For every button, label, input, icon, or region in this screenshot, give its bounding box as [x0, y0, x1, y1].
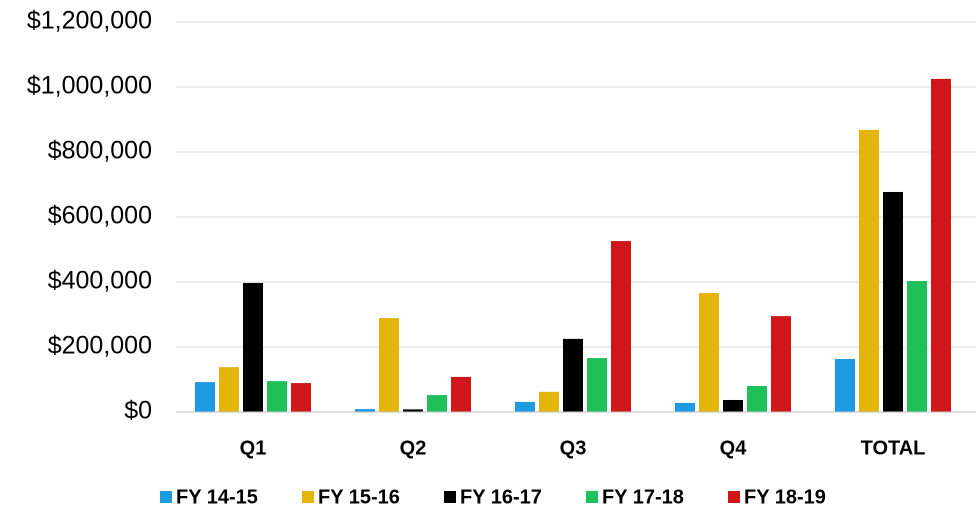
- bar: [747, 386, 767, 412]
- legend-label: FY 18-19: [744, 486, 826, 508]
- y-tick-label: $600,000: [48, 202, 152, 230]
- legend-swatch: [586, 491, 598, 503]
- y-tick-label: $1,000,000: [27, 72, 152, 100]
- legend-label: FY 15-16: [318, 486, 400, 508]
- y-tick-label: $400,000: [48, 267, 152, 295]
- bar: [771, 316, 791, 412]
- bar: [723, 399, 743, 412]
- x-tick-label: Q2: [400, 437, 427, 459]
- bar: [931, 78, 951, 412]
- legend-label: FY 16-17: [460, 486, 542, 508]
- bar: [835, 359, 855, 412]
- y-tick-label: $1,200,000: [27, 7, 152, 35]
- bar: [675, 402, 695, 412]
- bar: [907, 281, 927, 412]
- bar: [427, 395, 447, 412]
- legend-label: FY 14-15: [176, 486, 258, 508]
- bar: [699, 293, 719, 412]
- legend-swatch: [444, 491, 456, 503]
- bar: [515, 401, 535, 412]
- bar: [451, 376, 471, 412]
- bar: [379, 318, 399, 412]
- legend-swatch: [160, 491, 172, 503]
- bar: [539, 391, 559, 412]
- bar: [883, 191, 903, 412]
- y-tick-label: $200,000: [48, 332, 152, 360]
- legend-swatch: [302, 491, 314, 503]
- x-tick-label: TOTAL: [861, 437, 926, 459]
- bar: [611, 241, 631, 412]
- bar: [243, 282, 263, 412]
- bar: [195, 382, 215, 412]
- bar: [219, 367, 239, 412]
- bar: [563, 338, 583, 412]
- legend-swatch: [728, 491, 740, 503]
- bar: [291, 383, 311, 412]
- y-tick-label: $800,000: [48, 137, 152, 165]
- y-tick-label: $0: [124, 397, 152, 425]
- bar: [267, 381, 287, 412]
- x-tick-label: Q4: [720, 437, 748, 459]
- bar: [355, 409, 375, 412]
- bar: [403, 409, 423, 412]
- x-tick-label: Q3: [560, 437, 587, 459]
- bar: [859, 129, 879, 412]
- x-tick-label: Q1: [240, 437, 267, 459]
- legend-label: FY 17-18: [602, 486, 684, 508]
- bar: [587, 358, 607, 412]
